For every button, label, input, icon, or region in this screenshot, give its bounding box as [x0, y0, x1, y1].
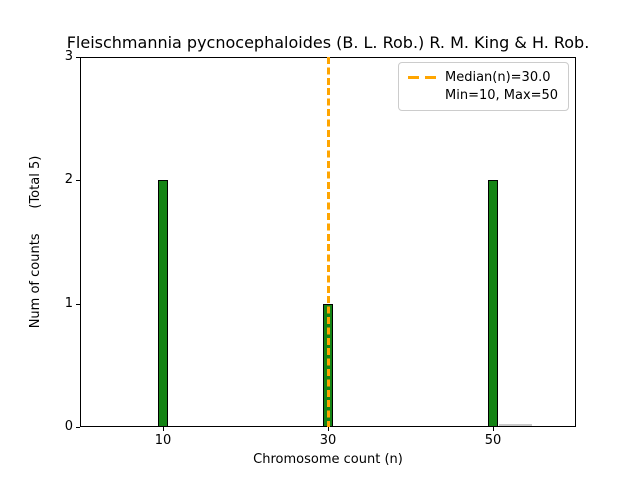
chart-title: Fleischmannia pycnocephaloides (B. L. Ro… [66, 33, 590, 52]
y-tick-label: 0 [64, 419, 73, 434]
x-tick-label: 30 [319, 433, 337, 448]
median-dashed-line [326, 57, 330, 427]
x-tick-label: 50 [484, 433, 502, 448]
y-tick-label: 1 [64, 296, 73, 311]
legend-label-median: Median(n)=30.0 [445, 70, 551, 86]
legend-label-minmax: Min=10, Max=50 [445, 87, 559, 103]
bar-n10 [157, 180, 168, 427]
legend-entry-median: Median(n)=30.0 [408, 69, 559, 87]
y-tick-mark [76, 57, 80, 58]
y-axis-label: Num of counts (Total 5) [28, 155, 43, 329]
x-tick-mark [163, 427, 164, 431]
y-tick-mark [76, 304, 80, 305]
y-tick-label: 3 [64, 49, 73, 64]
legend-entry-minmax: Min=10, Max=50 [408, 87, 559, 105]
y-tick-mark [76, 180, 80, 181]
x-tick-mark [328, 427, 329, 431]
x-tick-mark [493, 427, 494, 431]
x-tick-label: 10 [154, 433, 172, 448]
legend-empty-marker [408, 94, 436, 97]
zero-height-bar-artifact [499, 424, 532, 426]
x-axis-label: Chromosome count (n) [253, 452, 403, 467]
legend-box: Median(n)=30.0 Min=10, Max=50 [398, 62, 569, 111]
y-tick-label: 2 [64, 172, 73, 187]
bar-n50 [488, 180, 499, 427]
y-tick-mark [76, 427, 80, 428]
orange-dashed-line-icon [408, 76, 436, 80]
